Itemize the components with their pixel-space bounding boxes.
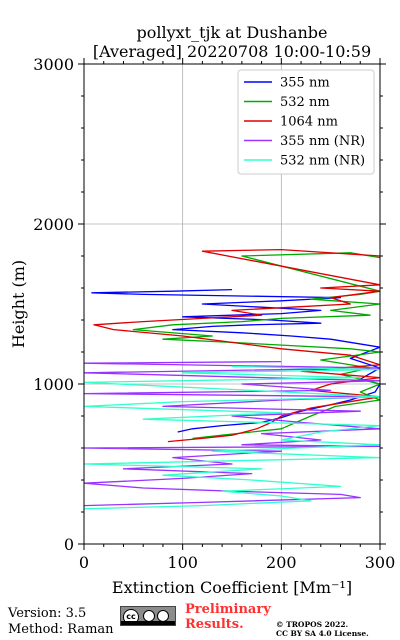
preliminary-line-1: Preliminary <box>185 602 271 617</box>
legend-label-2: 532 nm <box>280 95 330 110</box>
cc-license-badge: cc <box>120 606 176 626</box>
legend-label-4: 355 nm (NR) <box>280 134 365 149</box>
y-tick-label: 3000 <box>33 55 74 74</box>
copyright-line-2: CC BY SA 4.0 License. <box>276 629 369 638</box>
series-line-4 <box>84 360 380 507</box>
method-text: Method: Raman <box>8 622 114 637</box>
x-tick-label: 0 <box>79 553 89 572</box>
x-tick-label: 300 <box>365 553 396 572</box>
preliminary-line-2: Results. <box>185 617 244 632</box>
series-group <box>84 248 380 510</box>
legend-label-3: 1064 nm <box>280 115 338 130</box>
legend-box <box>237 69 375 175</box>
series-line-2 <box>132 252 380 440</box>
version-text: Version: 3.5 <box>8 606 87 621</box>
cc-badge-strip <box>121 621 175 625</box>
x-tick-label: 200 <box>266 553 297 572</box>
chart-title: pollyxt_tjk at Dushanbe <box>136 23 327 42</box>
series-line-5 <box>84 365 380 510</box>
copyright-line-1: © TROPOS 2022. <box>276 620 349 629</box>
plot-frame <box>83 63 381 545</box>
y-axis-label: Height (m) <box>9 260 28 348</box>
x-axis-label: Extinction Coefficient [Mm⁻¹] <box>112 578 352 597</box>
y-tick-label: 0 <box>64 535 74 554</box>
y-tick-label: 1000 <box>33 375 74 394</box>
copyright-notice: © TROPOS 2022. CC BY SA 4.0 License. <box>276 620 369 638</box>
preliminary-notice: Preliminary Results. <box>185 602 271 632</box>
x-tick-label: 100 <box>167 553 198 572</box>
legend-label-1: 355 nm <box>280 76 330 91</box>
version-info: Version: 3.5 Method: Raman <box>8 606 114 638</box>
series-line-3 <box>93 248 380 443</box>
y-tick-label: 2000 <box>33 215 74 234</box>
legend-label-5: 532 nm (NR) <box>280 154 365 169</box>
extinction-profile-chart: pollyxt_tjk at Dushanbe [Averaged] 20220… <box>9 23 395 597</box>
series-line-1 <box>91 288 380 433</box>
chart-subtitle: [Averaged] 20220708 10:00-10:59 <box>93 42 371 61</box>
legend: 355 nm 532 nm 1064 nm 355 nm (NR) 532 nm (NR… <box>237 69 375 175</box>
